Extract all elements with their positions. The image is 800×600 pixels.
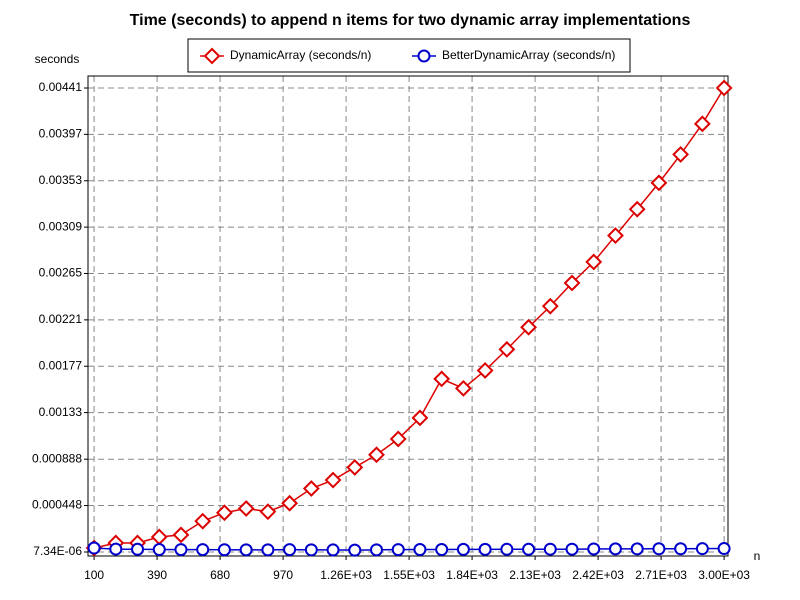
x-tick-label: 390: [147, 568, 167, 582]
legend-label: DynamicArray (seconds/n): [230, 48, 371, 62]
data-point: [150, 528, 168, 546]
data-point: [587, 542, 601, 556]
x-tick-label: 680: [210, 568, 230, 582]
data-point: [433, 370, 451, 388]
data-point: [304, 543, 318, 557]
data-point: [628, 200, 646, 218]
data-point: [152, 543, 166, 557]
y-tick-label: 0.000448: [32, 498, 82, 512]
legend-marker: [203, 47, 221, 65]
y-tick-label: 0.00441: [39, 80, 83, 94]
data-point: [368, 446, 385, 464]
x-tick-label: 2.13E+03: [509, 568, 561, 582]
legend-label: BetterDynamicArray (seconds/n): [442, 48, 615, 62]
data-point: [411, 409, 429, 427]
data-point: [281, 494, 299, 512]
x-tick-label: 1.84E+03: [446, 568, 498, 582]
data-point: [194, 512, 212, 530]
x-tick-label: 2.42E+03: [572, 568, 624, 582]
y-tick-label: 0.00309: [39, 219, 83, 233]
data-point: [283, 543, 297, 557]
data-point: [259, 503, 277, 521]
data-point: [630, 542, 644, 556]
data-point: [435, 543, 449, 557]
y-tick-label: 7.34E-06: [33, 544, 82, 558]
data-point: [391, 543, 405, 557]
plot-frame: [87, 75, 729, 557]
data-point: [674, 542, 688, 556]
data-point: [585, 253, 603, 271]
y-tick-label: 0.00177: [39, 358, 83, 372]
data-point: [565, 542, 579, 556]
data-point: [109, 542, 123, 556]
x-tick-label: 1.26E+03: [320, 568, 372, 582]
data-point: [476, 362, 494, 379]
data-point: [174, 543, 188, 557]
data-point: [239, 543, 253, 557]
y-tick-label: 0.00397: [39, 127, 83, 141]
legend-marker: [417, 49, 431, 63]
data-point: [87, 541, 101, 555]
data-point: [216, 504, 233, 522]
data-point: [693, 115, 711, 133]
data-point: [543, 542, 557, 556]
data-point: [520, 318, 537, 336]
data-point: [324, 471, 342, 489]
data-point: [607, 227, 624, 244]
data-point: [498, 340, 516, 358]
data-point: [389, 430, 407, 448]
data-point: [717, 542, 731, 556]
data-point: [456, 542, 470, 556]
data-point: [172, 526, 190, 544]
data-point: [652, 542, 666, 556]
data-point: [237, 500, 255, 517]
data-point: [348, 543, 362, 557]
data-point: [541, 297, 559, 315]
data-point: [131, 542, 145, 556]
data-point: [196, 543, 210, 557]
x-tick-label: 1.55E+03: [383, 568, 435, 582]
y-tick-label: 0.000888: [32, 451, 82, 465]
data-point: [302, 480, 320, 497]
data-point: [522, 542, 536, 556]
x-tick-label: 100: [84, 568, 104, 582]
data-point: [454, 379, 472, 397]
y-axis-label: seconds: [35, 52, 80, 66]
data-point: [715, 79, 733, 97]
data-point: [650, 174, 668, 192]
data-point: [478, 542, 492, 556]
data-point: [261, 543, 275, 557]
data-point: [608, 542, 622, 556]
data-point: [413, 543, 427, 557]
y-tick-label: 0.00133: [39, 405, 83, 419]
y-tick-label: 0.00221: [39, 312, 83, 326]
data-point: [672, 145, 690, 163]
data-point: [217, 543, 231, 557]
data-point: [500, 542, 514, 556]
x-tick-label: 970: [273, 568, 293, 582]
data-point: [326, 543, 340, 557]
data-point: [346, 458, 364, 476]
chart-title: Time (seconds) to append n items for two…: [130, 12, 691, 29]
x-tick-label: 2.71E+03: [635, 568, 687, 582]
x-tick-label: 3.00E+03: [698, 568, 750, 582]
legend-box: [187, 38, 631, 73]
x-axis-label: n: [754, 549, 761, 563]
data-point: [695, 542, 709, 556]
y-tick-label: 0.00353: [39, 173, 83, 187]
y-tick-label: 0.00265: [39, 266, 83, 280]
data-point: [369, 543, 383, 557]
data-point: [563, 274, 581, 292]
